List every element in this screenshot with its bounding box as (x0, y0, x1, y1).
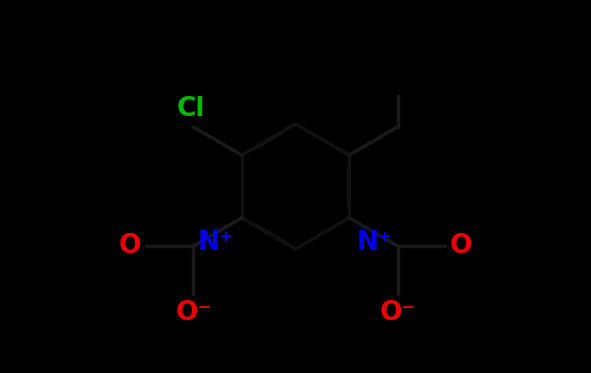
Text: Cl: Cl (176, 97, 204, 122)
Text: O⁻: O⁻ (175, 300, 212, 326)
Text: N⁺: N⁺ (198, 230, 234, 256)
Text: O⁻: O⁻ (379, 300, 416, 326)
Text: N⁺: N⁺ (357, 230, 393, 256)
Text: O: O (450, 233, 472, 259)
Text: O: O (119, 233, 141, 259)
